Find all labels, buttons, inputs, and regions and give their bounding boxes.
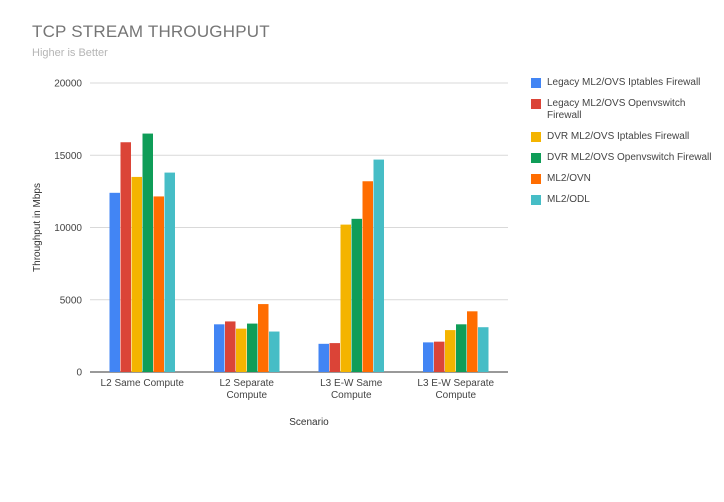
legend-swatch <box>531 78 541 88</box>
legend-swatch <box>531 132 541 142</box>
legend-label: ML2/OVN <box>547 173 591 184</box>
legend-swatch <box>531 195 541 205</box>
legend-item: Legacy ML2/OVS Openvswitch Firewall <box>531 98 721 122</box>
y-tick-label: 15000 <box>54 151 82 162</box>
bar-3-2 <box>236 328 247 372</box>
legend-label: DVR ML2/OVS Iptables Firewall <box>547 131 690 142</box>
legend-label: Legacy ML2/OVS Openvswitch Firewall <box>547 98 686 121</box>
x-tick-label: L2 Separate <box>220 378 275 389</box>
bar-6-1 <box>164 172 175 372</box>
bar-2-4 <box>434 341 445 372</box>
y-tick-label: 20000 <box>54 79 82 90</box>
chart-title: TCP STREAM THROUGHPUT <box>32 22 270 41</box>
bar-5-2 <box>258 304 269 372</box>
legend-swatch <box>531 174 541 184</box>
x-tick-label: Compute <box>435 390 476 401</box>
x-axis-title: Scenario <box>289 417 329 428</box>
legend-item: ML2/OVN <box>531 173 721 185</box>
y-tick-label: 5000 <box>60 295 83 306</box>
legend-label: Legacy ML2/OVS Iptables Firewall <box>547 77 701 88</box>
y-tick-label: 0 <box>76 368 82 379</box>
legend-label: ML2/ODL <box>547 194 590 205</box>
bar-1-3 <box>318 343 329 372</box>
bar-4-4 <box>456 324 467 372</box>
bar-4-3 <box>351 218 362 372</box>
bar-4-2 <box>247 323 258 372</box>
chart-legend: Legacy ML2/OVS Iptables Firewall Legacy M… <box>531 77 721 215</box>
bar-3-4 <box>445 330 456 372</box>
bar-4-1 <box>142 133 153 372</box>
x-tick-label: Compute <box>331 390 372 401</box>
legend-item: ML2/ODL <box>531 194 721 206</box>
legend-item: Legacy ML2/OVS Iptables Firewall <box>531 77 721 89</box>
bar-1-4 <box>423 342 434 372</box>
y-axis-title: Throughput in Mbps <box>32 183 43 272</box>
bar-3-3 <box>340 224 351 372</box>
legend-item: DVR ML2/OVS Iptables Firewall <box>531 131 721 143</box>
bar-5-4 <box>467 311 478 372</box>
bar-2-1 <box>120 142 131 372</box>
x-tick-label: L3 E-W Same <box>320 378 383 389</box>
bar-1-2 <box>214 324 225 372</box>
bar-6-4 <box>478 327 489 372</box>
x-tick-label: Compute <box>226 390 267 401</box>
bar-6-2 <box>269 331 280 372</box>
x-tick-label: L2 Same Compute <box>101 378 185 389</box>
bar-6-3 <box>373 159 384 372</box>
legend-label: DVR ML2/OVS Openvswitch Firewall <box>547 152 712 163</box>
legend-swatch <box>531 99 541 109</box>
bar-5-1 <box>153 196 164 372</box>
y-tick-label: 10000 <box>54 223 82 234</box>
legend-swatch <box>531 153 541 163</box>
bar-1-1 <box>109 192 120 372</box>
bar-2-2 <box>225 321 236 372</box>
legend-item: DVR ML2/OVS Openvswitch Firewall <box>531 152 721 164</box>
bar-5-3 <box>362 181 373 372</box>
chart-subtitle: Higher is Better <box>32 47 108 59</box>
bar-2-3 <box>329 343 340 372</box>
bar-3-1 <box>131 176 142 372</box>
x-tick-label: L3 E-W Separate <box>417 378 494 389</box>
